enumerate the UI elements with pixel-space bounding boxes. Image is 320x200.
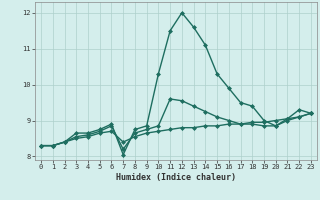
X-axis label: Humidex (Indice chaleur): Humidex (Indice chaleur) <box>116 173 236 182</box>
